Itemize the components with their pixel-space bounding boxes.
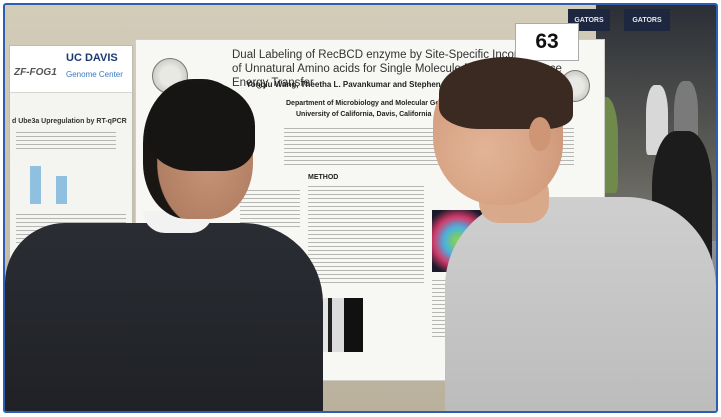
left-poster-bar [30, 166, 41, 204]
poster-number-card: 63 [515, 23, 579, 61]
poster-method-text [308, 186, 424, 286]
poster-authors: Yonqiu Wang, Theetha L. Pavankumar and S… [246, 80, 517, 89]
left-poster-text [16, 132, 116, 150]
poster-section-heading: METHOD [308, 174, 339, 181]
genome-center-logo: Genome Center [66, 70, 123, 79]
man-in-suit-body [5, 223, 323, 411]
photo-frame: GATORS GATORS ZF-FOG1 UC DAVIS Genome Ce… [3, 3, 718, 413]
man-in-tshirt-ear [529, 117, 551, 151]
ucdavis-logo: UC DAVIS [66, 52, 118, 64]
poster-department: Department of Microbiology and Molecular… [286, 100, 460, 107]
poster-tag: ZF-FOG1 [14, 67, 57, 78]
man-in-tshirt-body [445, 197, 716, 411]
man-in-tshirt-hair [439, 57, 573, 129]
man-in-suit-hair [147, 81, 255, 171]
poster-title: Dual Labeling of RecBCD enzyme by Site-S… [232, 49, 562, 89]
poster-university: University of California, Davis, Califor… [296, 111, 432, 118]
background-person [646, 85, 668, 155]
left-poster-logo-bar: ZF-FOG1 UC DAVIS Genome Center [10, 46, 132, 93]
hall-sign-right: GATORS [624, 9, 670, 31]
left-poster-bar [56, 176, 67, 204]
left-poster-heading: d Ube3a Upregulation by RT-qPCR [12, 118, 127, 125]
